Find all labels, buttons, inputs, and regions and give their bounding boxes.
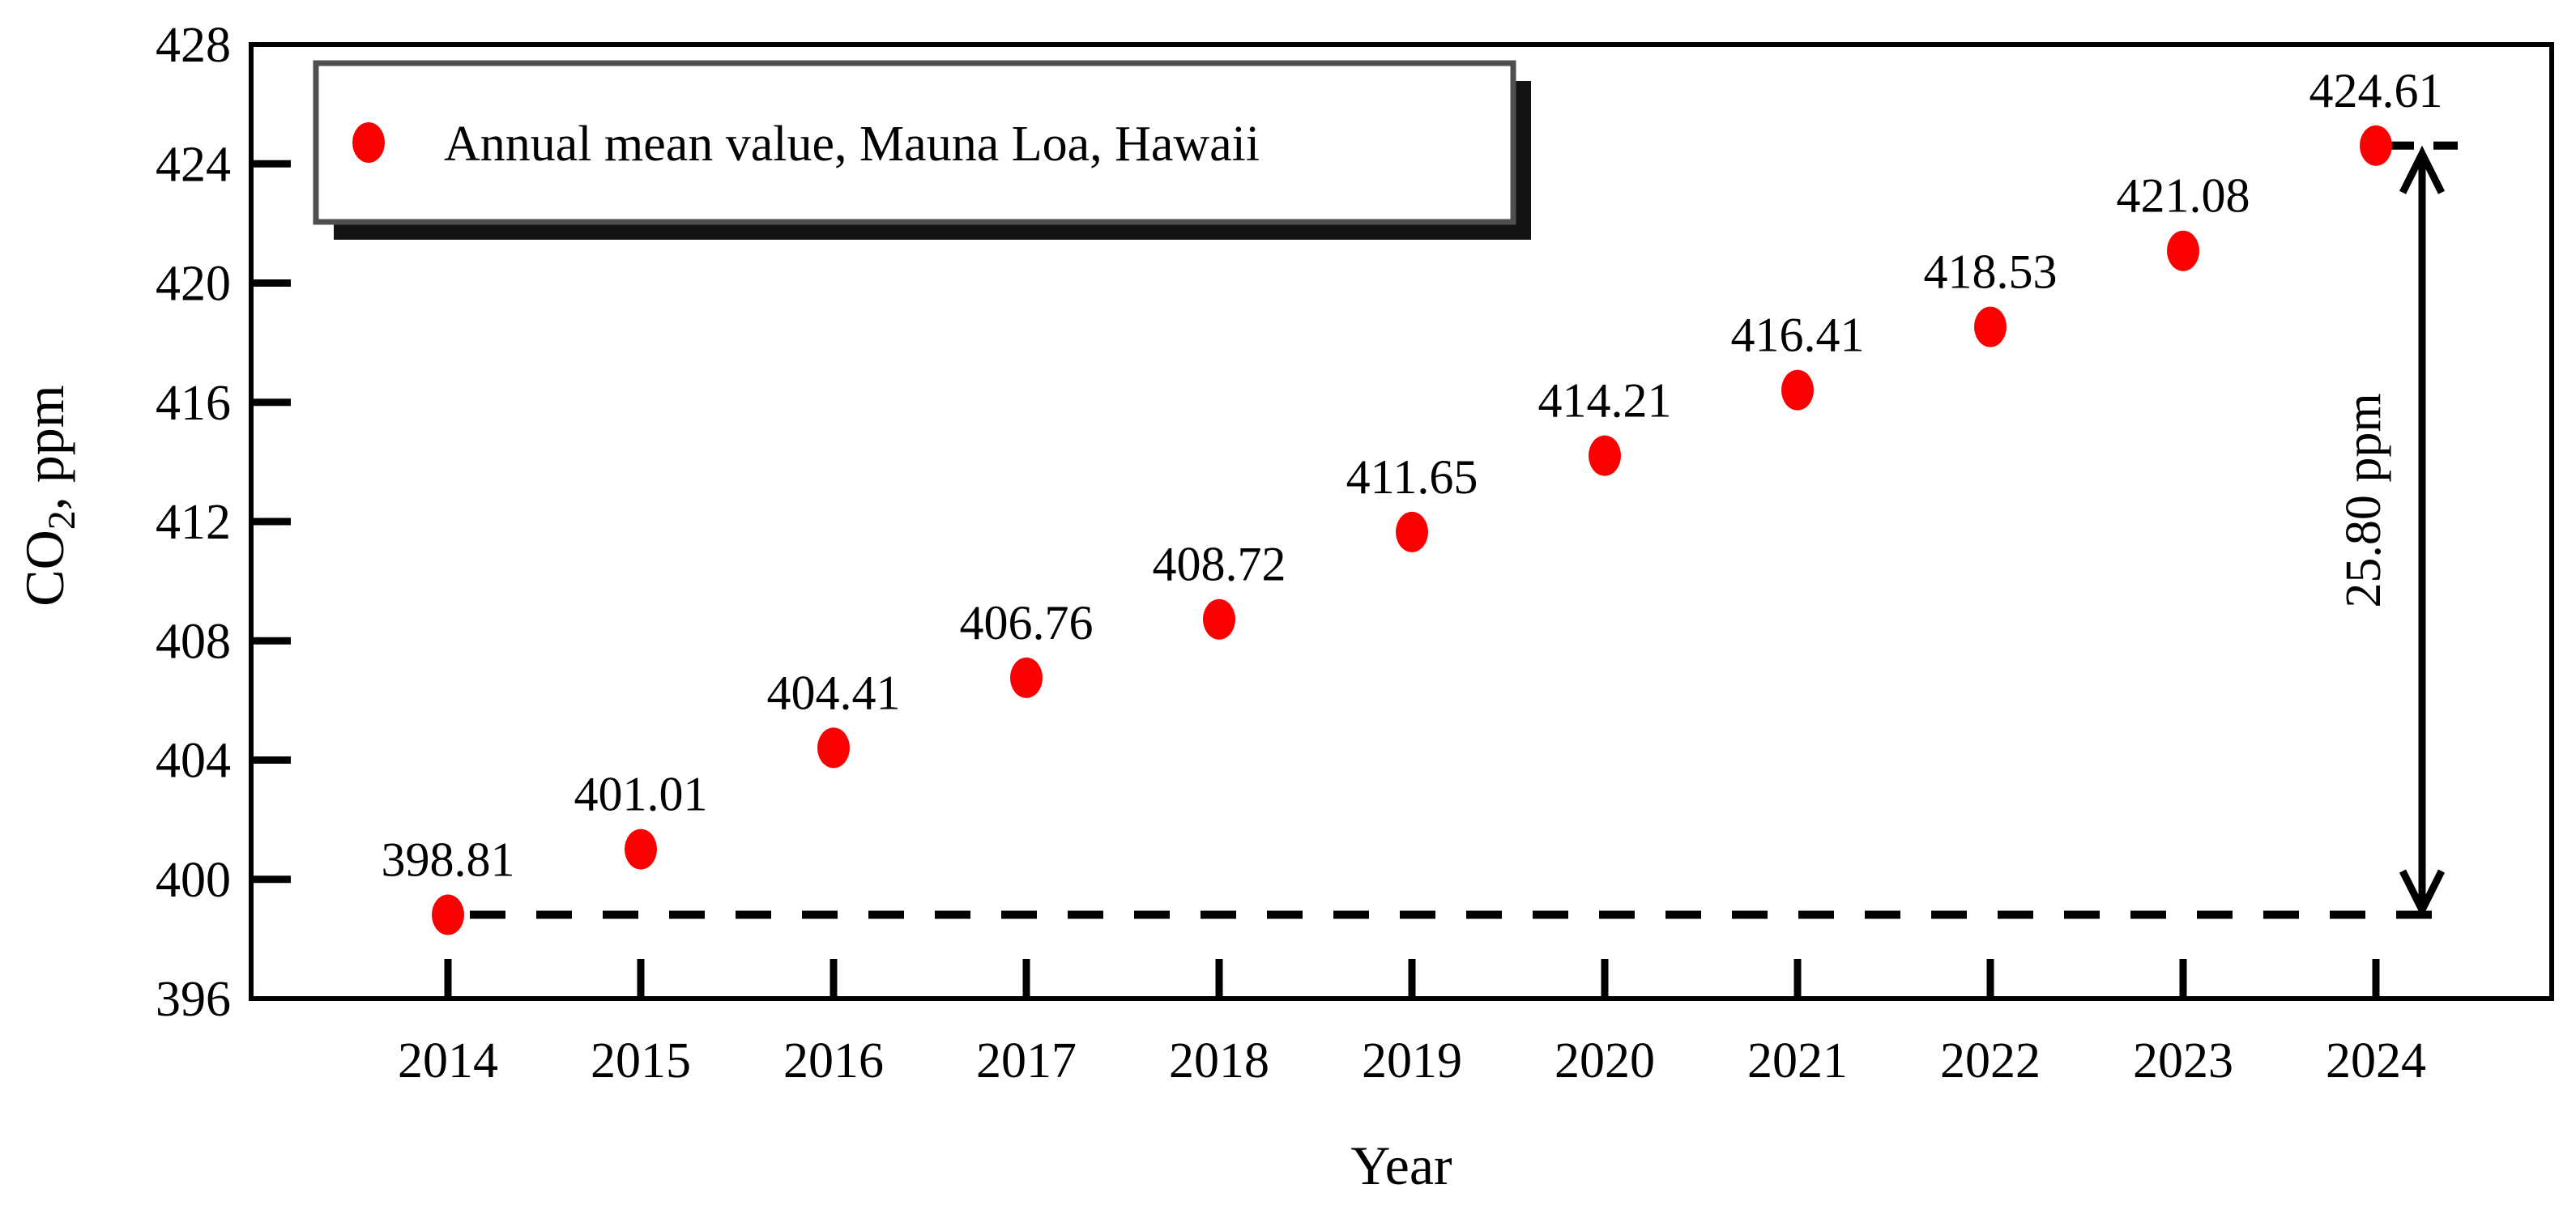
delta-arrow-head-down-icon bbox=[2399, 869, 2446, 918]
data-point-label: 401.01 bbox=[574, 768, 708, 821]
x-tick-label: 2022 bbox=[1940, 1033, 2041, 1088]
data-point bbox=[1589, 435, 1621, 476]
x-tick-label: 2016 bbox=[783, 1033, 884, 1088]
data-point-label: 408.72 bbox=[1153, 538, 1286, 591]
data-point-label: 398.81 bbox=[382, 833, 515, 887]
data-point-label: 414.21 bbox=[1538, 374, 1672, 428]
legend: Annual mean value, Mauna Loa, Hawaii bbox=[313, 60, 1531, 240]
data-point-label: 416.41 bbox=[1731, 309, 1865, 362]
data-point bbox=[432, 894, 464, 935]
delta-arrow-label: 25.80 ppm bbox=[2336, 393, 2391, 607]
axis-tick-labels-group: 396 400 404 408 412 416 420 424 428 2014 2015 2016 2… bbox=[156, 18, 2426, 1088]
data-point bbox=[625, 829, 657, 870]
data-point bbox=[2360, 125, 2392, 166]
x-tick-label: 2020 bbox=[1555, 1033, 1655, 1088]
x-tick-label: 2019 bbox=[1362, 1033, 1462, 1088]
x-tick-label: 2021 bbox=[1747, 1033, 1848, 1088]
data-point bbox=[2167, 230, 2199, 271]
y-tick-label: 412 bbox=[156, 495, 231, 550]
data-point bbox=[817, 727, 850, 769]
y-tick-label: 404 bbox=[156, 734, 231, 789]
x-tick-label: 2018 bbox=[1169, 1033, 1269, 1088]
data-point-label: 418.53 bbox=[1924, 245, 2058, 299]
data-points-group: 398.81 401.01 404.41 406.76 408.72 411.65 414.… bbox=[382, 64, 2443, 935]
data-point bbox=[1396, 511, 1428, 552]
data-point bbox=[1781, 369, 1814, 411]
y-tick-label: 396 bbox=[156, 972, 231, 1027]
data-point bbox=[1203, 598, 1235, 640]
data-point-label: 424.61 bbox=[2309, 64, 2443, 117]
data-point-label: 406.76 bbox=[960, 596, 1094, 650]
y-tick-label: 428 bbox=[156, 18, 231, 73]
x-tick-label: 2023 bbox=[2133, 1033, 2233, 1088]
annotation-group bbox=[470, 141, 2458, 919]
x-tick-label: 2024 bbox=[2326, 1033, 2426, 1088]
axis-ticks-group bbox=[254, 160, 2380, 996]
y-axis-title-suffix: , ppm bbox=[14, 385, 75, 510]
data-point-label: 411.65 bbox=[1346, 450, 1478, 504]
legend-marker-icon bbox=[352, 122, 385, 163]
data-point-label: 421.08 bbox=[2117, 169, 2250, 223]
y-tick-label: 424 bbox=[156, 137, 231, 192]
legend-box bbox=[313, 60, 1516, 225]
x-tick-label: 2017 bbox=[976, 1033, 1077, 1088]
y-axis-title: CO2, ppm bbox=[14, 385, 83, 606]
data-point bbox=[1010, 657, 1043, 698]
y-axis-title-prefix: CO bbox=[14, 530, 75, 606]
y-axis-title-subscript: 2 bbox=[41, 510, 83, 530]
legend-entry-label: Annual mean value, Mauna Loa, Hawaii bbox=[444, 117, 1260, 172]
data-point-label: 404.41 bbox=[767, 666, 901, 719]
y-tick-label: 400 bbox=[156, 853, 231, 908]
y-tick-label: 420 bbox=[156, 257, 231, 312]
plot-frame bbox=[249, 42, 2554, 1001]
x-tick-label: 2014 bbox=[398, 1033, 498, 1088]
plot-frame-group bbox=[249, 42, 2554, 1001]
x-axis-title: Year bbox=[1350, 1135, 1452, 1196]
y-tick-label: 408 bbox=[156, 614, 231, 669]
y-tick-label: 416 bbox=[156, 376, 231, 431]
x-tick-label: 2015 bbox=[591, 1033, 691, 1088]
delta-arrow-head-up-icon bbox=[2399, 145, 2446, 194]
data-point bbox=[1974, 306, 2007, 347]
